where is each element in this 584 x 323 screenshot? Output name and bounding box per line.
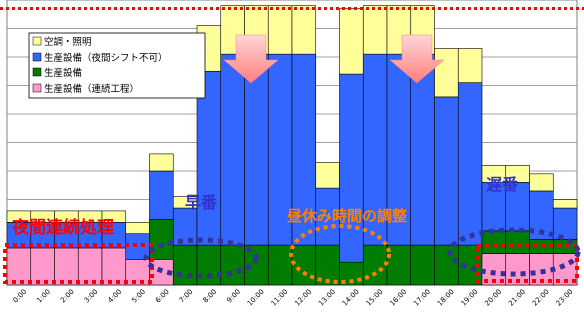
x-tick-label: 16:00 (388, 288, 408, 308)
bar-segment (196, 244, 222, 286)
legend-swatch (32, 36, 42, 46)
annotation-lunch-adjust: 昼休み時間の調整 (287, 207, 407, 225)
x-tick-label: 14:00 (341, 288, 361, 308)
bar-segment (149, 170, 174, 220)
bar-segment (30, 247, 55, 286)
bars (6, 5, 578, 286)
bar-segment (434, 96, 459, 246)
bar-segment (339, 8, 364, 75)
arrow-down-icon (389, 34, 445, 84)
x-tick-label: 23:00 (555, 288, 575, 308)
bar-segment (101, 247, 127, 286)
x-tick-label: 11:00 (270, 288, 290, 308)
plot-area (0, 0, 584, 286)
bar-segment (244, 53, 269, 246)
bar-segment (457, 82, 483, 246)
bar-segment (125, 222, 150, 235)
bar-segment (362, 5, 388, 55)
highlight-shapes (3, 224, 581, 284)
x-tick-label: 1:00 (35, 288, 52, 305)
late-shift-box (475, 244, 579, 283)
x-tick-label: 7:00 (178, 288, 195, 305)
late-shift-ellipse (447, 227, 581, 277)
bar-segment (54, 247, 79, 286)
bar-segment (125, 259, 150, 286)
bar-segment (267, 244, 293, 286)
bar-segment (552, 199, 578, 209)
x-tick-label: 15:00 (365, 288, 385, 308)
bar-segment (77, 247, 103, 286)
bar-segment (6, 247, 32, 286)
legend-label: 生産設備（夜間シフト不可） (44, 52, 168, 64)
x-tick-label: 22:00 (531, 288, 551, 308)
legend-box (28, 32, 206, 99)
bar-segment (315, 162, 340, 189)
bar-segment (434, 244, 459, 286)
bar-segment (172, 207, 198, 246)
annotation-late-shift: 遅番 (486, 175, 519, 194)
lunch-adjust-ellipse (289, 224, 391, 284)
bar-segment (101, 210, 127, 223)
bar-segment (149, 153, 174, 172)
arrow-down-icon (223, 34, 279, 84)
x-tick-label: 8:00 (202, 288, 219, 305)
legend-label: 生産設備（連続工程） (44, 83, 139, 95)
annotation-night-process: 夜間連続処理 (11, 217, 114, 238)
early-shift-ellipse (143, 237, 259, 279)
bar-segment (505, 230, 530, 254)
night-process-box (3, 243, 154, 284)
bar-segment (220, 244, 245, 286)
bar-segment (339, 73, 364, 263)
x-tick-label: 19:00 (460, 288, 480, 308)
shift-arrows (223, 34, 445, 84)
x-tick-label: 9:00 (225, 288, 242, 305)
x-tick-label: 12:00 (293, 288, 313, 308)
bar-segment (434, 48, 459, 98)
bar-segment (172, 244, 198, 286)
bar-segment (552, 207, 578, 240)
x-tick-label: 17:00 (412, 288, 432, 308)
x-axis-tick-labels: 0:00 1:00 2:00 3:00 4:00 5:00 6:00 7:00 8:00 9:00… (12, 288, 575, 308)
bar-segment (410, 244, 435, 286)
legend-label: 空調・照明 (44, 36, 92, 48)
bar-segment (220, 53, 245, 246)
x-tick-label: 10:00 (246, 288, 266, 308)
legend-swatch (32, 52, 42, 62)
x-tick-label: 13:00 (317, 288, 337, 308)
bar-segment (481, 230, 507, 254)
x-tick-label: 21:00 (507, 288, 527, 308)
bar-segment (529, 173, 554, 192)
legend-swatch (32, 83, 42, 93)
bar-segment (267, 5, 293, 55)
x-tick-label: 3:00 (83, 288, 100, 305)
bar-segment (457, 48, 483, 83)
x-tick-label: 4:00 (107, 288, 124, 305)
annotations: 夜間連続処理 早番 昼休み時間の調整 遅番 (11, 175, 519, 238)
annotation-early-shift: 早番 (185, 193, 218, 212)
legend: 空調・照明 生産設備（夜間シフト不可） 生産設備 生産設備（連続工程） (28, 32, 206, 99)
x-tick-label: 5:00 (130, 288, 147, 305)
bar-segment (291, 5, 317, 55)
x-tick-label: 0:00 (12, 288, 29, 305)
bar-segment (410, 53, 435, 246)
x-tick-label: 20:00 (483, 288, 503, 308)
x-tick-label: 6:00 (154, 288, 171, 305)
legend-swatch (32, 67, 42, 77)
x-tick-label: 18:00 (436, 288, 456, 308)
x-tick-label: 2:00 (59, 288, 76, 305)
legend-label: 生産設備 (44, 67, 82, 79)
